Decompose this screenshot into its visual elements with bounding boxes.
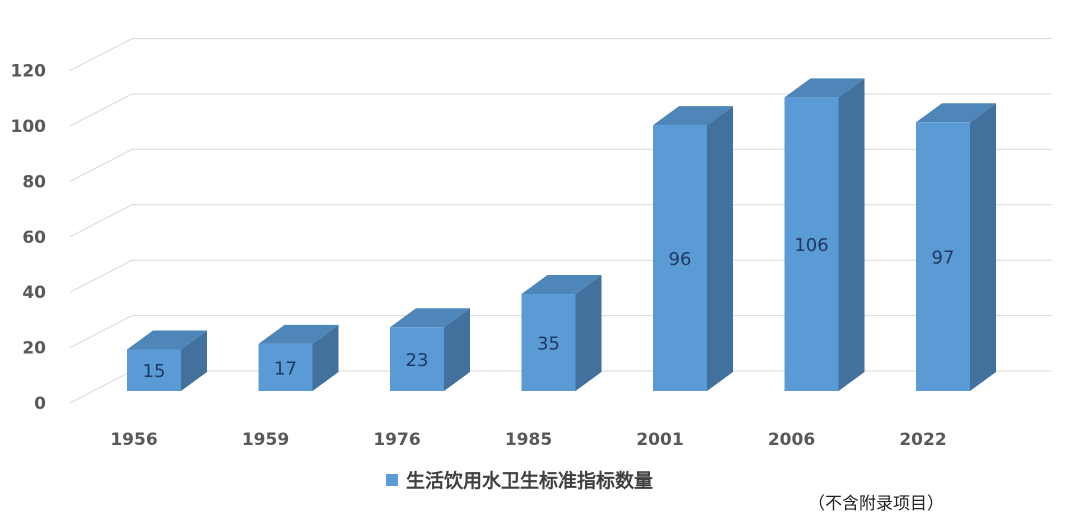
bar	[390, 327, 444, 391]
bar-side	[181, 330, 207, 391]
bar-group: 17	[258, 324, 339, 391]
legend: 生活饮用水卫生标准指标数量	[386, 466, 653, 493]
x-tick-label: 1985	[505, 430, 552, 450]
x-tick-label: 1959	[242, 430, 289, 450]
data-label: 35	[537, 334, 560, 355]
y-tick-label: 0	[34, 394, 46, 414]
bar-group: 97	[916, 103, 996, 391]
bar-group: 96	[653, 106, 733, 391]
bar-top	[653, 106, 733, 126]
bar-top	[127, 330, 207, 350]
bar-side	[707, 106, 733, 391]
bar	[127, 349, 181, 391]
gridline-floor	[69, 148, 133, 182]
gridline-floor	[69, 38, 133, 72]
legend-label: 生活饮用水卫生标准指标数量	[406, 470, 654, 492]
y-tick-label: 20	[22, 339, 46, 359]
legend-swatch	[386, 473, 398, 486]
bar-top	[784, 78, 865, 98]
bar-group: 23	[390, 308, 470, 391]
data-label: 23	[406, 350, 429, 371]
y-tick-label: 120	[11, 62, 47, 82]
y-axis-ticks: 0 20 40 60 80 100 120	[11, 62, 47, 414]
bar-top	[390, 308, 470, 328]
bar	[653, 125, 707, 391]
gridline-floor	[69, 370, 133, 404]
x-axis-ticks: 1956 1959 1976 1985 2001 2006 2022	[110, 430, 946, 450]
bar-side	[312, 324, 339, 391]
gridline-floor	[69, 315, 133, 349]
x-tick-label: 2001	[636, 430, 683, 450]
bar-top	[916, 103, 996, 123]
bar	[916, 122, 970, 391]
bar-side	[838, 78, 865, 391]
bar-side	[970, 103, 996, 391]
bar-top	[521, 275, 602, 295]
y-tick-label: 60	[22, 228, 46, 248]
bar	[784, 97, 839, 391]
note-text: （不含附录项目）	[808, 494, 944, 514]
bars: 15 17 23 35 96 106 97	[127, 78, 996, 391]
data-label: 15	[143, 361, 166, 382]
gridline-floor	[69, 259, 133, 293]
gridline-floor	[69, 93, 133, 127]
bar-group: 15	[127, 330, 207, 391]
y-tick-label: 80	[22, 172, 46, 192]
bar-top	[258, 324, 339, 344]
gridline-floor	[69, 204, 133, 238]
x-tick-label: 2022	[899, 430, 946, 450]
x-tick-label: 1956	[110, 430, 157, 450]
data-label: 106	[794, 235, 828, 256]
bar	[521, 294, 576, 391]
y-tick-label: 100	[11, 117, 47, 137]
bar-side	[444, 308, 470, 391]
bar	[258, 343, 313, 391]
x-tick-label: 1976	[373, 430, 420, 450]
y-tick-label: 40	[22, 283, 46, 303]
data-label: 96	[669, 249, 692, 270]
data-label: 97	[932, 248, 955, 269]
bar-group: 106	[784, 78, 865, 391]
x-tick-label: 2006	[768, 430, 815, 450]
data-label: 17	[274, 358, 297, 379]
bar-group: 35	[521, 275, 602, 391]
bar-side	[575, 275, 602, 391]
